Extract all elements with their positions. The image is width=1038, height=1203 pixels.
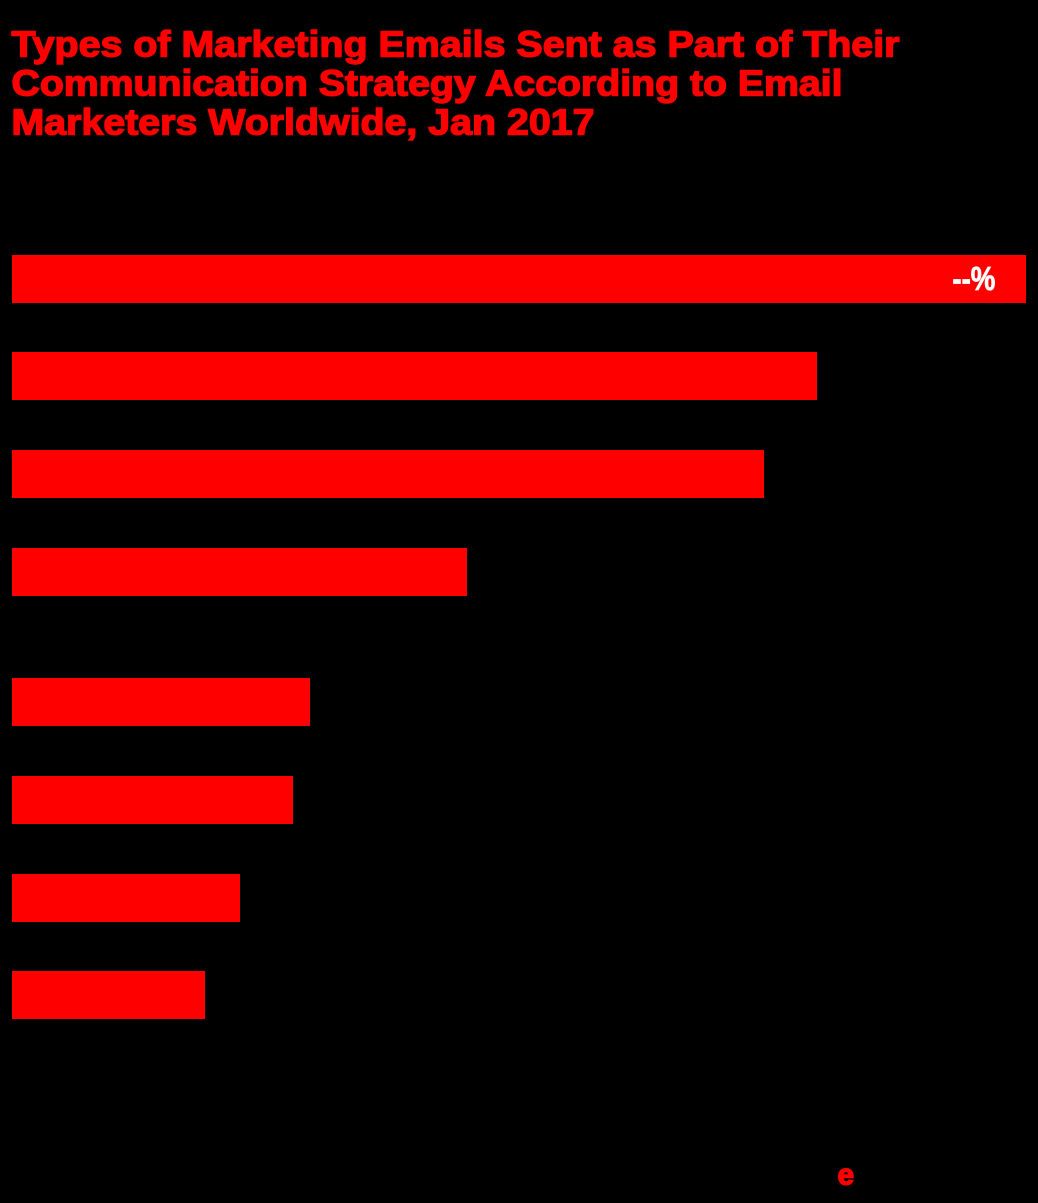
svg-text:--%: --% [952, 261, 995, 298]
svg-text:Marketers Worldwide, Jan 2017: Marketers Worldwide, Jan 2017 [12, 102, 595, 143]
svg-text:e: e [838, 1159, 854, 1192]
svg-text:Communication Strategy Accordi: Communication Strategy According to Emai… [12, 62, 843, 103]
svg-text:Types of Marketing Emails Sent: Types of Marketing Emails Sent as Part o… [12, 23, 900, 64]
